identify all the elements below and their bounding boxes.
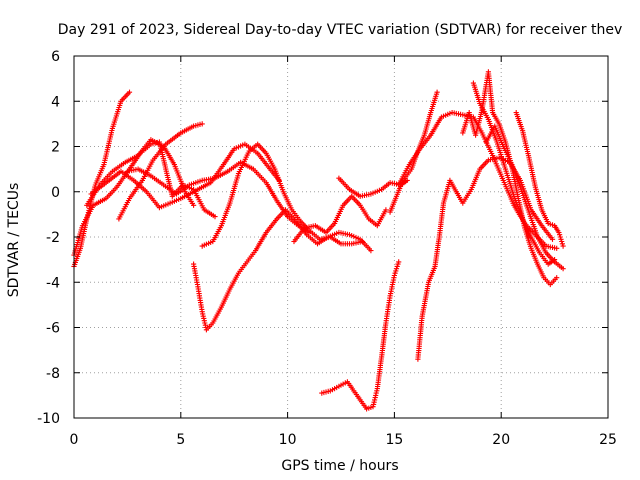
series-markers xyxy=(483,123,566,272)
x-tick-label: 15 xyxy=(385,432,403,448)
series-markers xyxy=(124,159,312,236)
series-markers xyxy=(71,139,218,258)
series-track-4 xyxy=(116,121,205,222)
series-markers xyxy=(191,207,374,333)
y-axis-label: SDTVAR / TECUs xyxy=(6,183,22,298)
ticks: 0 5 10 15 20 25 -10 -8 -6 -4 -2 0 2 4 6 xyxy=(37,49,617,448)
series-markers xyxy=(319,259,402,412)
series-track-12 xyxy=(387,89,440,215)
series-track-17 xyxy=(513,110,566,249)
y-tick-label: -2 xyxy=(46,230,60,246)
x-tick-label: 10 xyxy=(279,432,297,448)
y-tick-label: 4 xyxy=(51,94,60,110)
y-tick-label: -8 xyxy=(46,366,60,382)
series-track-8 xyxy=(191,207,374,333)
y-tick-label: -10 xyxy=(37,411,60,427)
series-markers xyxy=(513,110,566,249)
series-markers xyxy=(116,121,205,222)
x-tick-label: 25 xyxy=(599,432,617,448)
x-tick-label: 0 xyxy=(70,432,79,448)
series-track-2 xyxy=(71,139,218,258)
y-tick-label: -4 xyxy=(46,275,60,291)
y-tick-label: 0 xyxy=(51,185,60,201)
series-markers xyxy=(88,141,282,211)
series-track-18 xyxy=(483,123,566,272)
series-track-6 xyxy=(124,159,312,236)
series-track-16 xyxy=(470,80,558,267)
series-track-7 xyxy=(199,141,365,249)
y-tick-label: -6 xyxy=(46,321,60,337)
data-layer xyxy=(71,69,566,412)
x-tick-label: 20 xyxy=(492,432,510,448)
y-tick-label: 6 xyxy=(51,49,60,65)
series-markers xyxy=(470,80,558,267)
y-tick-label: 2 xyxy=(51,140,60,156)
series-track-9 xyxy=(291,193,389,245)
series-markers xyxy=(199,141,365,249)
series-markers xyxy=(387,89,440,215)
series-markers xyxy=(291,193,389,245)
series-track-5 xyxy=(88,141,282,211)
x-tick-label: 5 xyxy=(176,432,185,448)
chart-title: Day 291 of 2023, Sidereal Day-to-day VTE… xyxy=(58,22,622,38)
x-axis-label: GPS time / hours xyxy=(281,458,398,474)
series-track-11 xyxy=(319,259,402,412)
